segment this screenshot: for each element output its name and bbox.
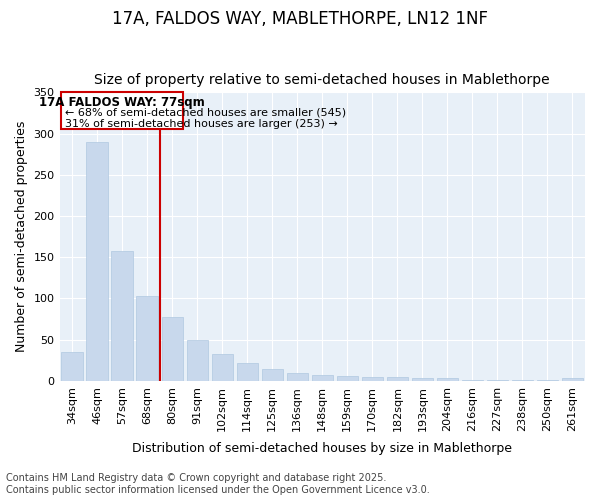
Bar xyxy=(311,375,333,381)
Bar xyxy=(337,376,358,381)
Bar xyxy=(236,363,258,381)
Text: Contains HM Land Registry data © Crown copyright and database right 2025.
Contai: Contains HM Land Registry data © Crown c… xyxy=(6,474,430,495)
Bar xyxy=(437,378,458,381)
Bar xyxy=(387,377,408,381)
Text: 17A, FALDOS WAY, MABLETHORPE, LN12 1NF: 17A, FALDOS WAY, MABLETHORPE, LN12 1NF xyxy=(112,10,488,28)
Text: ← 68% of semi-detached houses are smaller (545): ← 68% of semi-detached houses are smalle… xyxy=(65,107,346,117)
Bar xyxy=(412,378,433,381)
Bar xyxy=(262,370,283,381)
Bar xyxy=(136,296,158,381)
Y-axis label: Number of semi-detached properties: Number of semi-detached properties xyxy=(15,121,28,352)
Bar xyxy=(562,378,583,381)
Title: Size of property relative to semi-detached houses in Mablethorpe: Size of property relative to semi-detach… xyxy=(94,73,550,87)
Bar xyxy=(187,340,208,381)
Bar xyxy=(512,380,533,381)
Bar xyxy=(462,380,483,381)
Bar xyxy=(287,372,308,381)
Text: 31% of semi-detached houses are larger (253) →: 31% of semi-detached houses are larger (… xyxy=(65,119,337,129)
Text: 17A FALDOS WAY: 77sqm: 17A FALDOS WAY: 77sqm xyxy=(39,96,205,108)
Bar xyxy=(362,377,383,381)
Bar xyxy=(61,352,83,381)
X-axis label: Distribution of semi-detached houses by size in Mablethorpe: Distribution of semi-detached houses by … xyxy=(132,442,512,455)
Bar xyxy=(487,380,508,381)
Bar xyxy=(86,142,108,381)
FancyBboxPatch shape xyxy=(61,92,184,130)
Bar xyxy=(537,380,558,381)
Bar xyxy=(161,318,183,381)
Bar xyxy=(212,354,233,381)
Bar xyxy=(112,250,133,381)
